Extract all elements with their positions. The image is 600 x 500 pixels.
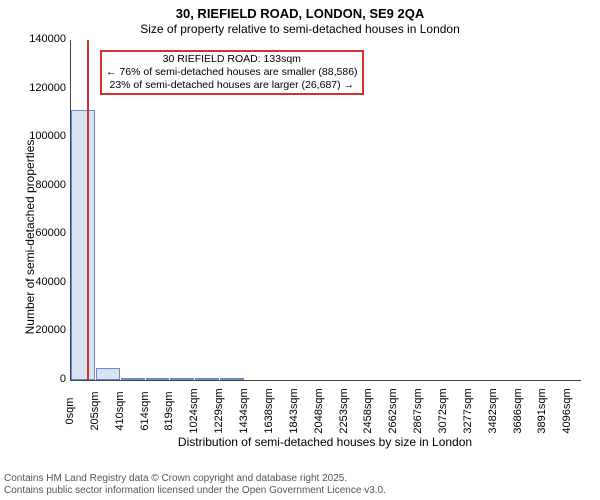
x-tick: 1024sqm bbox=[188, 381, 200, 441]
x-tick: 1229sqm bbox=[213, 381, 225, 441]
chart-title: 30, RIEFIELD ROAD, LONDON, SE9 2QA bbox=[0, 6, 600, 21]
footer-line-2: Contains public sector information licen… bbox=[4, 485, 386, 496]
chart-subtitle: Size of property relative to semi-detach… bbox=[0, 22, 600, 36]
annotation-line: 30 RIEFIELD ROAD: 133sqm bbox=[106, 53, 358, 66]
histogram-bar bbox=[146, 378, 170, 380]
x-tick: 3891sqm bbox=[536, 381, 548, 441]
x-tick: 1434sqm bbox=[238, 381, 250, 441]
x-tick: 819sqm bbox=[163, 381, 175, 441]
annotation-box: 30 RIEFIELD ROAD: 133sqm← 76% of semi-de… bbox=[100, 50, 364, 95]
footer-line-1: Contains HM Land Registry data © Crown c… bbox=[4, 473, 347, 484]
annotation-line: 23% of semi-detached houses are larger (… bbox=[106, 79, 358, 92]
x-tick: 614sqm bbox=[139, 381, 151, 441]
x-tick: 4096sqm bbox=[561, 381, 573, 441]
property-marker-line bbox=[87, 40, 89, 380]
x-tick: 2458sqm bbox=[362, 381, 374, 441]
y-tick: 40000 bbox=[18, 276, 66, 288]
y-tick: 140000 bbox=[18, 33, 66, 45]
y-tick: 120000 bbox=[18, 82, 66, 94]
y-tick: 20000 bbox=[18, 324, 66, 336]
histogram-bar bbox=[71, 110, 95, 380]
y-tick: 60000 bbox=[18, 227, 66, 239]
x-tick: 2253sqm bbox=[338, 381, 350, 441]
y-tick: 80000 bbox=[18, 179, 66, 191]
histogram-bar bbox=[121, 378, 145, 380]
x-tick: 0sqm bbox=[64, 381, 76, 441]
histogram-bar bbox=[220, 378, 244, 380]
annotation-line: ← 76% of semi-detached houses are smalle… bbox=[106, 66, 358, 79]
histogram-bar bbox=[195, 378, 219, 380]
histogram-bar bbox=[96, 368, 120, 380]
x-tick: 2662sqm bbox=[387, 381, 399, 441]
y-tick: 0 bbox=[18, 373, 66, 385]
histogram-bar bbox=[170, 378, 194, 380]
x-tick: 2867sqm bbox=[412, 381, 424, 441]
x-tick: 3277sqm bbox=[462, 381, 474, 441]
x-tick: 3686sqm bbox=[512, 381, 524, 441]
x-tick: 205sqm bbox=[89, 381, 101, 441]
x-tick: 3072sqm bbox=[437, 381, 449, 441]
x-tick: 410sqm bbox=[114, 381, 126, 441]
x-tick: 3482sqm bbox=[487, 381, 499, 441]
y-tick: 100000 bbox=[18, 130, 66, 142]
x-tick: 2048sqm bbox=[313, 381, 325, 441]
x-tick: 1843sqm bbox=[288, 381, 300, 441]
x-tick: 1638sqm bbox=[263, 381, 275, 441]
